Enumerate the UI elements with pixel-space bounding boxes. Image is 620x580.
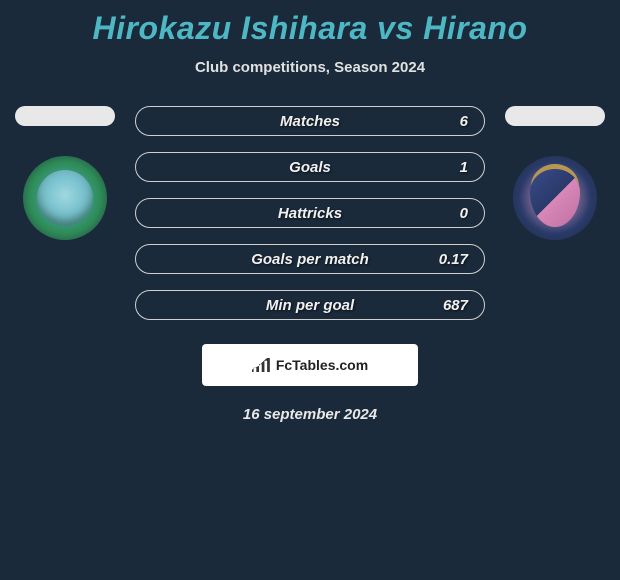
club-badge-left	[23, 156, 107, 240]
right-column	[505, 106, 605, 240]
date-text: 16 september 2024	[0, 406, 620, 423]
stat-bar: Goals per match 0.17	[135, 244, 485, 274]
stat-label: Matches	[280, 113, 340, 130]
stat-label: Goals	[289, 159, 331, 176]
brand-text: FcTables.com	[276, 357, 368, 373]
stat-label: Min per goal	[266, 297, 354, 314]
stats-column: Matches 6 Goals 1 Hattricks 0 Goals per …	[135, 106, 485, 320]
player-photo-left	[15, 106, 115, 126]
stat-value: 1	[460, 159, 468, 176]
infographic-container: Hirokazu Ishihara vs Hirano Club competi…	[0, 0, 620, 433]
brand-footer[interactable]: FcTables.com	[202, 344, 418, 386]
stat-value: 0	[460, 205, 468, 222]
stat-bar: Matches 6	[135, 106, 485, 136]
stat-value: 687	[443, 297, 468, 314]
stat-bar: Goals 1	[135, 152, 485, 182]
left-column	[15, 106, 115, 240]
stat-bar: Hattricks 0	[135, 198, 485, 228]
page-title: Hirokazu Ishihara vs Hirano	[0, 10, 620, 47]
subtitle-text: Club competitions, Season 2024	[0, 59, 620, 76]
player-photo-right	[505, 106, 605, 126]
content-row: Matches 6 Goals 1 Hattricks 0 Goals per …	[0, 106, 620, 320]
stat-value: 6	[460, 113, 468, 130]
stat-bar: Min per goal 687	[135, 290, 485, 320]
stat-label: Hattricks	[278, 205, 342, 222]
chart-icon	[252, 358, 270, 372]
club-badge-right	[513, 156, 597, 240]
stat-label: Goals per match	[251, 251, 369, 268]
stat-value: 0.17	[439, 251, 468, 268]
